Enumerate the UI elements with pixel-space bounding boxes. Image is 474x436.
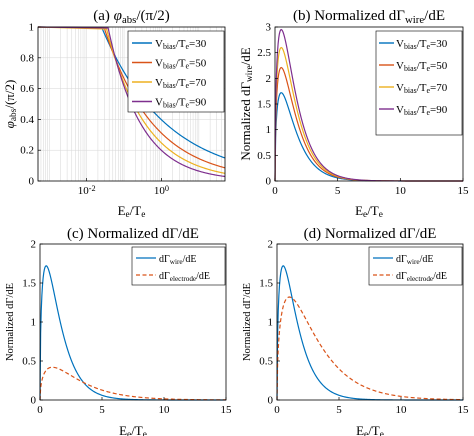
y-tick-label: 0 [29, 176, 35, 188]
series-line-wire [276, 265, 463, 401]
legend-entry: Vbias/Te=70 [155, 77, 207, 90]
x-tick-label: 15 [458, 404, 470, 416]
legend-entry: Vbias/Te=30 [396, 38, 448, 51]
y-tick-label: 0.5 [257, 150, 271, 162]
y-tick-label: 1 [266, 124, 272, 136]
legend-box [131, 246, 226, 286]
legend-entry: dΓwire/dE [159, 254, 196, 266]
y-tick-label: 2 [268, 239, 274, 251]
legend-entry: dΓelectrode/dE [396, 271, 447, 283]
y-tick-label: 0.2 [20, 145, 34, 157]
y-tick-label: 0.5 [22, 356, 36, 368]
y-tick-label: 1.5 [259, 278, 273, 290]
series-line-electrode [39, 366, 226, 401]
x-axis-label: Ee/Te [119, 423, 147, 436]
y-tick-label: 1.5 [257, 99, 271, 111]
y-tick-label: 1.5 [22, 278, 36, 290]
legend-box [127, 30, 225, 113]
legend-box [375, 30, 463, 136]
axes-frame [37, 26, 226, 182]
panel-d-title: (d) Normalized dΓ/dE [304, 226, 437, 242]
y-axis-label: Normalized dΓ/dE [5, 283, 16, 361]
y-tick-label: 0 [268, 395, 274, 407]
y-tick-label: 0.6 [20, 83, 34, 95]
legend-entry: dΓwire/dE [396, 254, 433, 266]
panel-a-ylabel: φabs/(π/2) [2, 80, 19, 129]
series-line-30 [37, 26, 226, 159]
y-tick-label: 3 [266, 22, 272, 34]
x-tick-label: 100 [154, 184, 169, 197]
x-tick-label: 10 [159, 404, 171, 416]
x-tick-label: 15 [221, 404, 233, 416]
legend-entry: Vbias/Te=50 [155, 58, 207, 71]
series-line-wire [39, 265, 226, 401]
x-tick-label: 10 [395, 185, 407, 197]
panel-b-ylabel: Normalized dΓwire/dE [238, 47, 255, 160]
series-line-50 [37, 26, 226, 169]
x-tick-label: 10-2 [78, 184, 96, 197]
y-tick-label: 0 [31, 395, 37, 407]
x-tick-label: 0 [272, 185, 278, 197]
x-axis-label: Ee/Te [356, 423, 384, 436]
y-axis-label: Normalized dΓ/dE [242, 283, 253, 361]
panel-b-title: (b) Normalized dΓwire/dE [293, 8, 445, 26]
y-tick-label: 1 [268, 317, 274, 329]
series-line-70 [37, 26, 226, 174]
legend-entry: Vbias/Te=70 [396, 82, 448, 95]
y-tick-label: 2.5 [257, 47, 271, 59]
y-tick-label: 0.8 [20, 52, 34, 64]
series-line-90 [37, 26, 226, 178]
panel-c-title: (c) Normalized dΓ/dE [67, 226, 199, 242]
legend-entry: Vbias/Te=90 [155, 97, 207, 110]
legend-box [368, 246, 463, 286]
legend-entry: Vbias/Te=50 [396, 60, 448, 73]
panel-b-xlabel: Ee/Te [355, 203, 383, 220]
panel-a-title: (a) φabs/(π/2) [93, 8, 170, 26]
legend-entry: Vbias/Te=30 [155, 38, 207, 51]
x-tick-label: 0 [274, 404, 280, 416]
y-tick-label: 1 [29, 22, 35, 34]
x-tick-label: 10 [396, 404, 408, 416]
x-tick-label: 0 [37, 404, 43, 416]
legend-entry: dΓelectrode/dE [159, 271, 210, 283]
legend-entry: Vbias/Te=90 [396, 104, 448, 117]
y-tick-label: 2 [31, 239, 37, 251]
y-tick-label: 0.5 [259, 356, 273, 368]
panel-a-xlabel: Ee/Te [118, 203, 146, 220]
y-tick-label: 0 [266, 176, 272, 188]
x-tick-label: 5 [336, 404, 342, 416]
x-tick-label: 5 [335, 185, 341, 197]
x-tick-label: 5 [99, 404, 105, 416]
y-tick-label: 2 [266, 73, 272, 85]
y-tick-label: 1 [31, 317, 37, 329]
x-tick-label: 15 [458, 185, 470, 197]
series-line-electrode [276, 296, 464, 401]
y-tick-label: 0.4 [20, 114, 34, 126]
